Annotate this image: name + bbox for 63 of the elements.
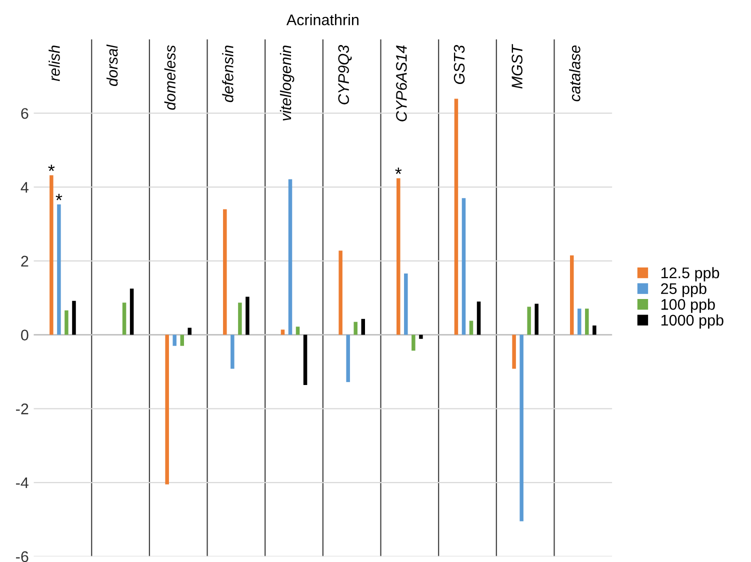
- y-tick-label: 4: [20, 182, 28, 193]
- x-tick-label: catalase: [569, 45, 580, 102]
- y-tick-label: -6: [16, 551, 28, 562]
- y-tick-label: 2: [21, 256, 28, 266]
- bar: [592, 326, 596, 335]
- bar: [180, 334, 184, 346]
- bar: [223, 209, 227, 335]
- bar: [462, 198, 466, 335]
- bar: [122, 302, 126, 335]
- bar: [396, 178, 400, 335]
- x-tick-label: vitellogenin: [280, 46, 294, 120]
- bar: [188, 328, 192, 335]
- annotation: *: [395, 168, 402, 174]
- bar: [476, 302, 481, 335]
- legend-label: 1000 ppb: [661, 314, 724, 329]
- bar: [165, 334, 169, 484]
- bar: [130, 288, 134, 335]
- annotation: *: [48, 164, 55, 172]
- bar: [72, 300, 76, 335]
- y-tick-label: -2: [16, 404, 28, 414]
- bar: [469, 320, 474, 335]
- y-tick-label: 6: [21, 108, 28, 119]
- bar: [246, 296, 250, 335]
- x-tick-label: dorsal: [106, 44, 118, 86]
- bar: [534, 304, 538, 335]
- bar: [303, 334, 308, 386]
- chart-title: Acrinathrin: [286, 14, 358, 26]
- bar: [454, 98, 458, 335]
- y-tick-label: 0: [21, 330, 28, 340]
- bar: [578, 308, 582, 335]
- bar: [419, 334, 423, 339]
- bar: [238, 302, 242, 335]
- bar: [230, 334, 234, 369]
- bar: [354, 322, 358, 335]
- bar: [412, 334, 416, 351]
- bar: [585, 308, 589, 335]
- x-tick-label: domeless: [164, 45, 176, 110]
- bar: [346, 334, 350, 382]
- bar: [172, 334, 176, 346]
- legend-label: 25 ppb: [661, 282, 706, 298]
- bar: [338, 250, 342, 335]
- x-tick-label: MGST: [512, 44, 522, 89]
- x-tick-label: CYP9Q3: [338, 45, 352, 104]
- bar: [64, 310, 68, 335]
- annotation: *: [56, 194, 62, 200]
- bar: [57, 204, 61, 335]
- x-tick-label: GST3: [454, 45, 465, 84]
- legend-label: 100 ppb: [661, 298, 715, 313]
- x-tick-label: CYP6AS14: [396, 45, 407, 122]
- bar: [512, 334, 516, 369]
- bar: [50, 175, 54, 335]
- bar: [361, 318, 365, 335]
- legend-label: 12.5 ppb: [661, 267, 720, 282]
- bar: [570, 255, 574, 335]
- bar: [404, 273, 408, 335]
- x-tick-label: defensin: [222, 46, 234, 102]
- bar: [288, 179, 292, 335]
- bar: [280, 330, 285, 335]
- y-tick-label: -4: [16, 478, 28, 488]
- bar: [296, 326, 300, 335]
- bar: [527, 306, 531, 335]
- x-tick-label: relish: [48, 46, 60, 82]
- bar: [520, 334, 524, 522]
